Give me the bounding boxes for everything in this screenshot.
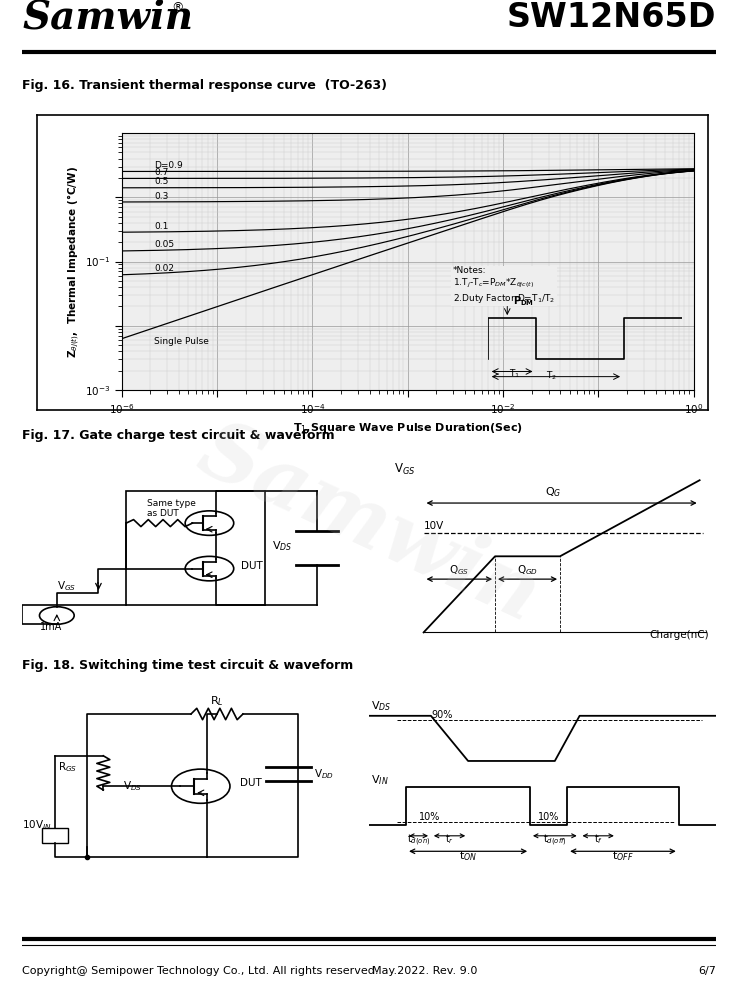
Text: 0.02: 0.02 [154,264,174,273]
Text: Fig. 16. Transient thermal response curve  (TO-263): Fig. 16. Transient thermal response curv… [22,79,387,92]
Text: Q$_{GD}$: Q$_{GD}$ [517,563,538,577]
Text: V$_{DS}$: V$_{DS}$ [123,779,142,793]
Text: May.2022. Rev. 9.0: May.2022. Rev. 9.0 [372,966,477,976]
Text: Fig. 18. Switching time test circuit & waveform: Fig. 18. Switching time test circuit & w… [22,660,354,672]
Text: V$_{DS}$: V$_{DS}$ [371,699,392,713]
Text: t$_{OFF}$: t$_{OFF}$ [612,849,634,863]
Bar [126,491,265,605]
Text: t$_r$: t$_r$ [445,832,454,846]
Text: 0.5: 0.5 [154,177,169,186]
Text: SW12N65D: SW12N65D [506,1,716,34]
Text: 1mA: 1mA [40,621,62,632]
Text: 0.05: 0.05 [154,240,174,249]
Text: t$_{d(off)}$: t$_{d(off)}$ [543,832,567,848]
Text: 0.3: 0.3 [154,192,169,201]
Text: R$_{GS}$: R$_{GS}$ [58,760,77,774]
Text: D=0.9: D=0.9 [154,161,183,170]
Text: DUT: DUT [241,561,263,571]
Text: t$_f$: t$_f$ [593,832,603,846]
Text: t$_{ON}$: t$_{ON}$ [459,849,477,863]
Text: Single Pulse: Single Pulse [154,337,210,346]
Text: 10V$_{IN}$: 10V$_{IN}$ [22,818,52,832]
Text: 10V: 10V [424,521,444,531]
Bar [41,828,68,843]
Text: t$_{d(on)}$: t$_{d(on)}$ [407,832,430,848]
Text: Same type
as DUT: Same type as DUT [147,499,196,518]
Text: *Notes:
1.T$_j$-T$_c$=P$_{DM}$*Z$_{\theta jc(t)}$
2.Duty Factor D=T$_1$/T$_2$: *Notes: 1.T$_j$-T$_c$=P$_{DM}$*Z$_{\thet… [453,266,556,305]
Text: V$_{IN}$: V$_{IN}$ [371,773,389,787]
Text: Copyright@ Semipower Technology Co., Ltd. All rights reserved.: Copyright@ Semipower Technology Co., Ltd… [22,966,379,976]
Text: R$_L$: R$_L$ [210,694,224,708]
Y-axis label: Z$_{\theta j(t)}$,  Thermal Impedance (°C/W): Z$_{\theta j(t)}$, Thermal Impedance (°C… [66,165,82,358]
Text: 90%: 90% [431,710,452,720]
Text: Q$_G$: Q$_G$ [545,485,562,499]
Text: Fig. 17. Gate charge test circuit & waveform: Fig. 17. Gate charge test circuit & wave… [22,430,335,442]
Text: V$_{GS}$: V$_{GS}$ [394,462,416,477]
Text: ®: ® [171,1,184,14]
Text: Q$_{GS}$: Q$_{GS}$ [449,563,469,577]
Text: 6/7: 6/7 [698,966,716,976]
Text: DUT: DUT [240,778,261,788]
Text: V$_{DS}$: V$_{DS}$ [272,539,292,553]
Text: V$_{GS}$: V$_{GS}$ [57,580,76,593]
Text: V$_{DD}$: V$_{DD}$ [314,767,334,781]
X-axis label: T$_1$,Square Wave Pulse Duration(Sec): T$_1$,Square Wave Pulse Duration(Sec) [293,421,523,435]
Text: 0.1: 0.1 [154,222,169,231]
Text: 10%: 10% [537,812,559,822]
Text: 10%: 10% [418,812,440,822]
Text: Charge(nC): Charge(nC) [649,630,709,640]
Text: Samwin: Samwin [186,411,552,639]
Text: 0.7: 0.7 [154,168,169,177]
Text: Samwin: Samwin [22,0,193,37]
